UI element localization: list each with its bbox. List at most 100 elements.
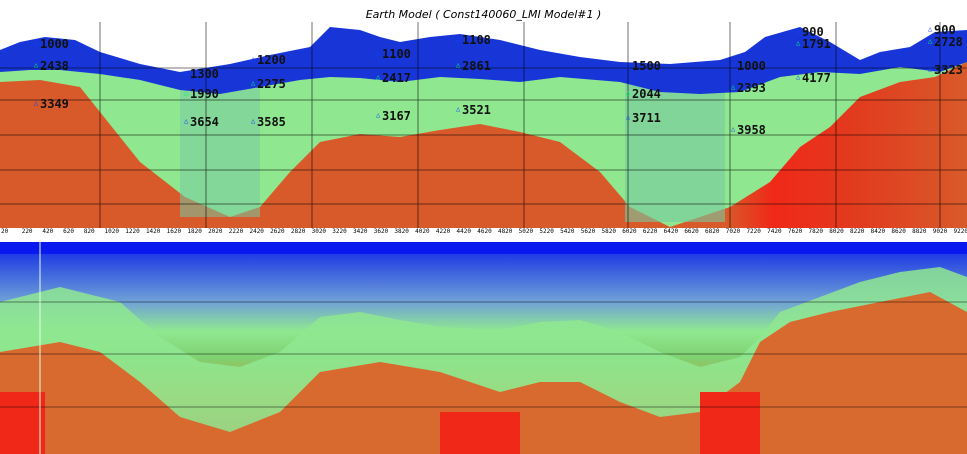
station-depth-label: 900	[802, 25, 824, 39]
station-marker-icon: △	[796, 39, 801, 47]
axis-tick-label: 420	[42, 228, 54, 235]
station-marker-icon: △	[34, 39, 39, 47]
station-depth-label: 2393	[737, 81, 766, 95]
station-depth-label: 2728	[934, 35, 963, 49]
axis-tick-label: 3020	[311, 228, 327, 235]
axis-tick-label: 2620	[270, 228, 285, 235]
axis-tick-label: 4820	[497, 228, 513, 235]
station-marker-icon: △	[731, 125, 736, 133]
bright-red-block	[440, 412, 520, 454]
station-depth-label: 1100	[382, 47, 411, 61]
axis-tick-label: 7820	[808, 228, 823, 235]
station-depth-label: 3167	[382, 109, 411, 123]
teal-band	[625, 72, 725, 222]
station-marker-icon: △	[928, 25, 933, 33]
axis-tick-label: 8620	[891, 228, 906, 235]
station-depth-label: 3958	[737, 123, 766, 137]
station-depth-label: 3323	[934, 63, 963, 77]
station-marker-icon: △	[626, 61, 631, 69]
axis-tick-label: 1820	[187, 228, 202, 235]
station-marker-icon: △	[251, 117, 256, 125]
station-depth-label: 3521	[462, 103, 491, 117]
station-marker-icon: △	[376, 73, 381, 81]
axis-tick-label: 5620	[580, 228, 596, 235]
axis-tick-label: 8020	[829, 228, 844, 235]
station-depth-label: 2861	[462, 59, 491, 73]
axis-tick-label: 4220	[435, 228, 451, 235]
station-marker-icon: △	[456, 105, 461, 113]
earth-model-panel[interactable]: △ 1000△ 2438△ 3349△ 1300△ 1990△ 3654△ 1200△ 2275…	[0, 22, 967, 230]
station-labels: △ 1000△ 2438△ 3349△ 1300△ 1990△ 3654△ 1200△ 2275…	[34, 23, 963, 137]
station-depth-label: 900	[934, 23, 956, 37]
station-marker-icon: △	[731, 61, 736, 69]
axis-tick-label: 2420	[249, 228, 264, 235]
top-blue-band	[0, 242, 967, 254]
axis-tick-label: 2820	[290, 228, 306, 235]
distance-axis: 20 220 420 620 820 1020 1220 1420 1620 1820 2020 22…	[0, 228, 967, 242]
axis-tick-label: 3420	[353, 228, 368, 235]
station-marker-icon: △	[184, 89, 189, 97]
station-marker-icon: △	[928, 65, 933, 73]
axis-tick-label: 1020	[104, 228, 119, 235]
station-marker-icon: △	[796, 73, 801, 81]
station-depth-label: 1300	[190, 67, 219, 81]
station-marker-icon: △	[376, 49, 381, 57]
station-marker-icon: △	[251, 55, 256, 63]
station-marker-icon: △	[456, 61, 461, 69]
station-depth-label: 2417	[382, 71, 411, 85]
axis-tick-label: 820	[83, 228, 95, 235]
station-marker-icon: △	[731, 83, 736, 91]
grid-lines	[0, 22, 967, 230]
axis-tick-label: 1420	[145, 228, 161, 235]
axis-tick-label: 8220	[849, 228, 865, 235]
axis-tick-label: 9020	[932, 228, 948, 235]
station-depth-label: 3711	[632, 111, 661, 125]
station-marker-icon: △	[796, 27, 801, 35]
station-depth-label: 2438	[40, 59, 69, 73]
station-depth-label: 2275	[257, 77, 286, 91]
station-depth-label: 1791	[802, 37, 831, 51]
axis-tick-label: 4020	[415, 228, 430, 235]
station-depth-label: 3585	[257, 115, 286, 129]
axis-tick-label: 620	[63, 228, 74, 235]
axis-tick-label: 8420	[870, 228, 886, 235]
axis-tick-label: 2220	[228, 228, 244, 235]
axis-tick-label: 7220	[746, 228, 761, 235]
axis-tick-label: 6620	[684, 228, 699, 235]
inversion-section-panel[interactable]	[0, 242, 967, 454]
station-marker-icon: △	[184, 69, 189, 77]
station-marker-icon: △	[251, 79, 256, 87]
axis-tick-label: 4420	[456, 228, 471, 235]
axis-tick-label: 7020	[725, 228, 741, 235]
station-marker-icon: △	[626, 113, 631, 121]
axis-tick-label: 20	[1, 228, 9, 235]
axis-tick-label: 5820	[601, 228, 616, 235]
axis-tick-label: 6020	[622, 228, 637, 235]
axis-tick-label: 6220	[642, 228, 658, 235]
station-marker-icon: △	[456, 35, 461, 43]
axis-tick-label: 1620	[166, 228, 182, 235]
axis-tick-label: 220	[21, 228, 33, 235]
section-grid-lines	[0, 301, 967, 408]
axis-tick-label: 5220	[539, 228, 554, 235]
axis-tick-label: 2020	[208, 228, 223, 235]
axis-tick-label: 5420	[560, 228, 575, 235]
station-marker-icon: △	[376, 111, 381, 119]
axis-tick-label: 3220	[332, 228, 347, 235]
station-depth-label: 3349	[40, 97, 69, 111]
station-marker-icon: △	[626, 89, 631, 97]
station-depth-label: 1500	[632, 59, 661, 73]
axis-tick-label: 9220	[953, 228, 967, 235]
axis-tick-label: 7620	[787, 228, 803, 235]
axis-tick-label: 8820	[912, 228, 927, 235]
station-marker-icon: △	[184, 117, 189, 125]
station-depth-label: 1000	[737, 59, 766, 73]
bright-red-block	[0, 392, 45, 454]
station-depth-label: 1990	[190, 87, 219, 101]
station-depth-label: 1108	[462, 33, 491, 47]
axis-tick-label: 3620	[373, 228, 389, 235]
axis-tick-label: 5020	[518, 228, 534, 235]
station-depth-label: 1000	[40, 37, 69, 51]
axis-tick-label: 6820	[705, 228, 720, 235]
station-depth-label: 3654	[190, 115, 219, 129]
